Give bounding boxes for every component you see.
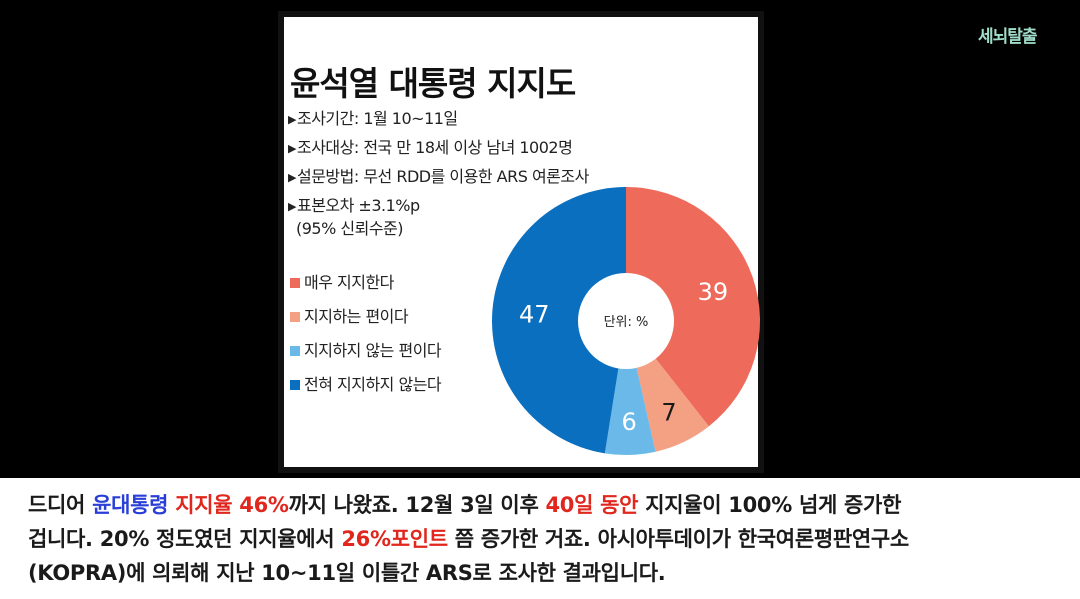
legend-item-strongly-not-support: 전혀 지지하지 않는다 (290, 371, 442, 395)
donut-hole (578, 273, 674, 369)
info-survey-method: ▶설문방법: 무선 RDD를 이용한 ARS 여론조사 (288, 167, 589, 186)
arrow-icon: ▶ (288, 142, 296, 155)
pie-value-label-strongly-support: 39 (698, 278, 729, 306)
caption-highlight-points: 26%포인트 (341, 527, 448, 551)
donut-chart: 단위: % 39 76 47 (492, 187, 760, 455)
legend-item-somewhat-support: 지지하는 편이다 (290, 303, 409, 327)
info-survey-period: ▶조사기간: 1월 10~11일 (288, 109, 458, 128)
legend-item-somewhat-not-support: 지지하지 않는 편이다 (290, 337, 442, 361)
arrow-icon: ▶ (288, 171, 296, 184)
legend-item-strongly-support: 매우 지지한다 (290, 269, 394, 293)
caption-line-2: 겁니다. 20% 정도였던 지지율에서 26%포인트 쯤 증가한 거죠. 아시아… (28, 527, 909, 551)
legend-swatch (290, 278, 300, 288)
legend-swatch (290, 346, 300, 356)
info-survey-target: ▶조사대상: 전국 만 18세 이상 남녀 1002명 (288, 138, 573, 157)
info-confidence-level: (95% 신뢰수준) (296, 219, 404, 238)
pie-slice-somewhat-not-support (604, 321, 656, 455)
info-sampling-error: ▶표본오차 ±3.1%p (288, 196, 420, 215)
legend-swatch (290, 380, 300, 390)
subtitle-caption: 드디어 윤대통령 지지율 46%까지 나왔죠. 12월 3일 이후 40일 동안… (0, 478, 1080, 599)
center-unit-label: 단위: % (604, 315, 649, 330)
caption-line-1: 드디어 윤대통령 지지율 46%까지 나왔죠. 12월 3일 이후 40일 동안… (28, 493, 902, 517)
infographic-card: 윤석열 대통령 지지도 ▶조사기간: 1월 10~11일 ▶조사대상: 전국 만… (278, 11, 764, 473)
chart-title: 윤석열 대통령 지지도 (290, 64, 576, 103)
pie-slice-strongly-not-support (492, 187, 626, 454)
pie-value-label-somewhat-support: 7 (661, 398, 676, 426)
caption-highlight-approval: 지지율 46% (175, 493, 289, 517)
caption-line-3: (KOPRA)에 의뢰해 지난 10~11일 이틀간 ARS로 조사한 결과입니… (28, 561, 666, 585)
arrow-icon: ▶ (288, 200, 296, 213)
pie-value-label-strongly-not-support: 47 (519, 301, 550, 329)
pie-value-label-somewhat-not-support: 6 (622, 408, 637, 436)
caption-highlight-president: 윤대통령 (92, 493, 169, 517)
pie-slice-strongly-support (626, 187, 760, 427)
watermark-logo: 세뇌탈출 (978, 27, 1038, 47)
legend-swatch (290, 312, 300, 322)
caption-highlight-period: 40일 동안 (545, 493, 639, 517)
arrow-icon: ▶ (288, 113, 296, 126)
